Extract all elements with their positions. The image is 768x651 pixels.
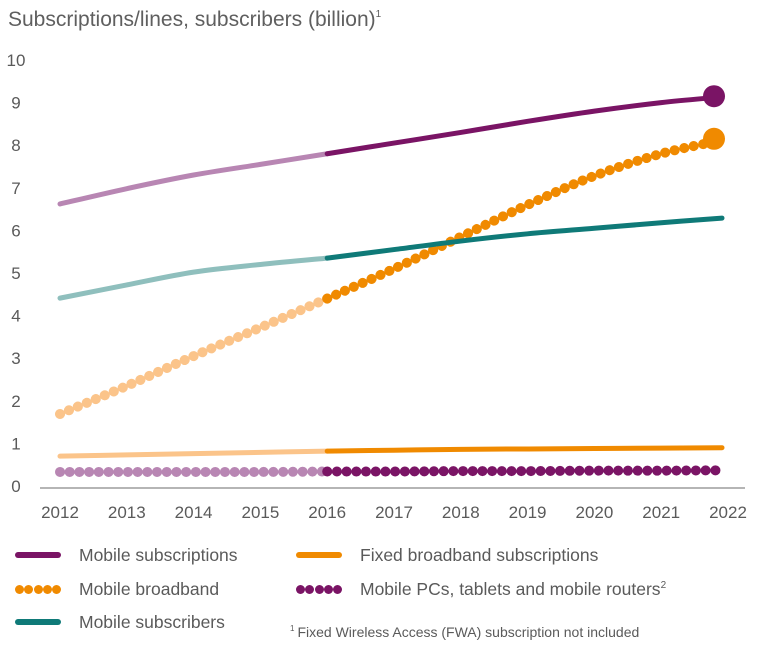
x-tick-label: 2018 [442,503,480,522]
y-tick-label: 6 [11,221,20,240]
x-tick-label: 2019 [509,503,547,522]
legend-item-fixed-broadband: Fixed broadband subscriptions [296,542,598,568]
series-mobile-broadband [55,127,725,420]
x-tick-label: 2016 [308,503,346,522]
x-tick-label: 2013 [108,503,146,522]
legend-label: Mobile subscriptions [79,544,238,565]
x-tick-label: 2012 [41,503,79,522]
series-line-forecast [324,95,717,157]
end-marker [703,127,725,150]
legend-dot [24,584,34,594]
y-tick-label: 9 [11,94,20,113]
legend-dot [52,584,61,594]
legend-dot [305,584,315,594]
y-tick-label: 4 [11,307,20,326]
legend-dot [333,584,342,594]
legend-dot [323,584,333,594]
y-axis: 0 1 2 3 4 5 6 7 8 9 10 [7,51,26,496]
legend-item-mobile-broadband: Mobile broadband [15,576,219,602]
series-line-forecast [322,136,719,304]
series-line-historic [57,448,330,459]
legend-swatch [296,582,342,596]
legend-dot [15,584,24,594]
y-tick-label: 10 [7,51,26,70]
series-layer [55,85,727,477]
legend-label: Mobile PCs, tablets and mobile routers2 [360,578,667,599]
y-tick-label: 7 [11,179,20,198]
x-tick-label: 2020 [575,503,613,522]
legend-label: Mobile subscribers [79,611,225,632]
legend-label: Mobile broadband [79,578,220,599]
series-fixed-broadband-subscriptions [57,445,725,459]
series-line-historic [57,151,330,207]
legend-dot [33,584,43,594]
legend-swatch [296,548,342,562]
x-tick-label: 2015 [241,503,279,522]
series-line-forecast [324,445,725,454]
series-mobile-subscriptions [57,85,725,207]
series-mobile-pcs-tablets-and-mobile-routers [55,465,727,477]
legend-item-mobile-pcs: Mobile PCs, tablets and mobile routers2 [296,576,666,602]
series-line-forecast [322,465,727,477]
footnote: 1 Fixed Wireless Access (FWA) subscriptio… [290,624,640,640]
y-tick-label: 3 [11,349,20,368]
x-tick-label: 2022 [709,503,747,522]
x-tick-label: 2017 [375,503,413,522]
y-tick-label: 8 [11,136,20,155]
end-marker [703,85,725,108]
legend-item-mobile-subscriptions: Mobile subscriptions [15,542,238,568]
legend-dot [42,584,52,594]
series-line-historic [55,293,333,420]
legend-item-mobile-subscribers: Mobile subscribers [15,609,225,635]
legend-swatch [15,582,61,596]
series-line-historic [57,255,330,301]
series-line-forecast [324,215,725,261]
legend-dot [296,584,305,594]
legend-label: Fixed broadband subscriptions [360,544,599,565]
x-tick-label: 2014 [175,503,213,522]
y-tick-label: 0 [11,477,20,496]
series-mobile-subscribers [57,215,725,301]
legend-dot [314,584,324,594]
legend-swatch [15,615,61,629]
x-tick-label: 2021 [642,503,680,522]
y-tick-label: 5 [11,264,20,283]
y-tick-label: 1 [11,434,20,453]
legend-swatch [15,548,61,562]
chart-title: Subscriptions/lines, subscribers (billio… [8,8,382,31]
y-tick-label: 2 [11,392,20,411]
x-axis: 2012 2013 2014 2015 2016 2017 2018 2019 2020 2021… [41,503,747,522]
